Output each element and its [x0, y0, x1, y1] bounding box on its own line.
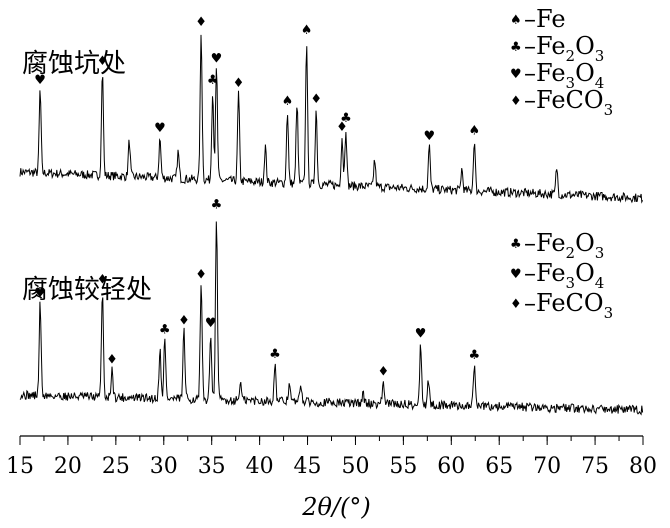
peak-marker: ♣: [340, 111, 352, 126]
x-axis-label: 2θ/(°): [301, 493, 371, 521]
legends: ♠ –Fe♣ –Fe2O3♥ –Fe3O4♦ –FeCO3♣ –Fe2O3♥ –Fe3O4♦…: [510, 5, 613, 322]
legend-symbol: ♦: [510, 297, 522, 312]
legend-entry: ♣ –Fe2O3: [510, 229, 604, 262]
x-tick-label: 35: [198, 454, 226, 479]
legend-text: –Fe3O4: [524, 259, 604, 292]
x-tick-label: 15: [6, 454, 34, 479]
peak-marker: ♦: [336, 120, 348, 135]
x-tick-label: 65: [485, 454, 513, 479]
peak-marker: ♦: [377, 365, 389, 380]
legend-text: –Fe2O3: [524, 229, 604, 262]
legend-entry: ♠ –Fe: [510, 5, 566, 33]
legend-symbol: ♣: [510, 40, 522, 55]
legend-text: –FeCO3: [524, 289, 613, 322]
legend-entry: ♣ –Fe2O3: [510, 32, 604, 65]
legend-text: –Fe2O3: [524, 32, 604, 65]
peak-marker: ♥: [205, 316, 217, 331]
legend-text: –FeCO3: [524, 86, 613, 119]
legend-symbol: ♦: [510, 94, 522, 109]
legend-entry: ♦ –FeCO3: [510, 86, 613, 119]
peak-marker: ♦: [233, 76, 245, 91]
peak-marker: ♣: [269, 347, 281, 362]
x-tick-label: 80: [629, 454, 657, 479]
peak-marker: ♦: [195, 15, 207, 30]
peak-marker: ♥: [34, 286, 46, 301]
x-tick-label: 50: [341, 454, 369, 479]
peak-marker: ♦: [195, 268, 207, 283]
x-axis: 15 20 25 30 35 40 45 50 55 60 65 70 75 80 2θ/(°): [6, 435, 657, 521]
legend-entry: ♥ –Fe3O4: [510, 59, 604, 92]
peak-marker: ♠: [301, 23, 313, 38]
peak-marker: ♥: [415, 327, 427, 342]
trace-top: [19, 34, 644, 204]
peak-marker: ♦: [106, 353, 118, 368]
peak-marker: ♦: [97, 273, 109, 288]
legend-symbol: ♥: [510, 67, 522, 82]
peak-marker: ♦: [97, 54, 109, 69]
legend-symbol: ♣: [510, 237, 522, 252]
x-tick-label: 55: [389, 454, 417, 479]
peak-marker: ♥: [211, 52, 223, 67]
x-tick-label: 75: [581, 454, 609, 479]
peak-marker: ♣: [207, 73, 219, 88]
peak-marker: ♦: [178, 314, 190, 329]
peak-marker: ♥: [154, 121, 166, 136]
legend-text: –Fe: [524, 5, 566, 33]
peak-marker: ♣: [211, 198, 223, 213]
peak-marker: ♣: [159, 322, 171, 337]
series-label: 腐蚀坑处: [22, 49, 126, 79]
peak-markers: ♥♦♥♦♣♥♦♠♠♦♦♣♥ ♠♥♦♦♣♦♦♥♣♣♦♥♣: [34, 15, 480, 380]
x-tick-label: 40: [246, 454, 274, 479]
legend-symbol: ♥: [510, 267, 522, 282]
peak-marker: ♥: [34, 73, 46, 88]
x-tick-label: 70: [533, 454, 561, 479]
peak-marker: ♥: [423, 129, 435, 144]
x-tick-label: 25: [102, 454, 130, 479]
legend-text: –Fe3O4: [524, 59, 604, 92]
legend-entry: ♥ –Fe3O4: [510, 259, 604, 292]
trace-bottom: [19, 221, 644, 416]
x-tick-label: 30: [150, 454, 178, 479]
legend-entry: ♦ –FeCO3: [510, 289, 613, 322]
series-label: 腐蚀较轻处: [22, 275, 152, 305]
x-tick-label: 45: [294, 454, 322, 479]
peak-marker: ♠: [468, 124, 480, 139]
peak-marker: ♣: [468, 348, 480, 363]
x-tick-label: 60: [437, 454, 465, 479]
x-ticks: 15 20 25 30 35 40 45 50 55 60 65 70 75 80: [6, 436, 657, 479]
legend-symbol: ♠: [510, 13, 522, 28]
peak-marker: ♦: [310, 92, 322, 107]
peak-marker: ♠: [282, 94, 294, 109]
x-tick-label: 20: [54, 454, 82, 479]
